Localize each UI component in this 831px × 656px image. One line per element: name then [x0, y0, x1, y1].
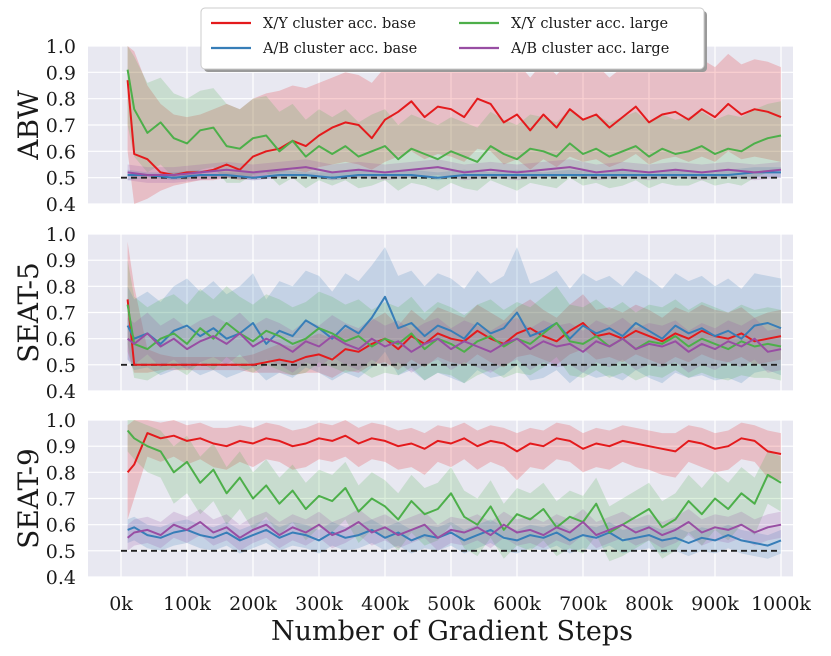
x-tick-label: 0k — [109, 593, 133, 615]
y-axis-label: SEAT-9 — [12, 448, 45, 549]
line-a-b-cluster-acc-large — [126, 332, 782, 353]
x-tick-labels: 0k 100k 200k 300k 400k 500k 600k 700k 800k 900k 10… — [109, 593, 811, 615]
y-tick-label: 0.7 — [46, 115, 76, 137]
line-x-y-cluster-acc-base — [126, 432, 782, 473]
x-tick-label: 300k — [295, 593, 343, 615]
band-x-y-cluster-acc-large — [127, 260, 782, 384]
band-x-y-cluster-acc-base — [127, 241, 782, 378]
y-tick-label: 0.6 — [46, 515, 76, 537]
line-a-b-cluster-acc-large — [127, 166, 782, 176]
legend-label: A/B cluster acc. base — [262, 41, 417, 57]
y-tick-label: 1.0 — [46, 410, 76, 432]
y-tick-label: 0.5 — [46, 168, 76, 190]
x-tick-label: 800k — [625, 593, 673, 615]
line-a-b-cluster-acc-large — [126, 521, 782, 539]
legend-label: X/Y cluster acc. base — [263, 16, 416, 32]
band-a-b-cluster-acc-large — [127, 312, 782, 373]
y-tick-label: 0.8 — [46, 276, 76, 298]
band-x-y-cluster-acc-large — [127, 46, 782, 191]
band-x-y-cluster-acc-base — [127, 46, 782, 204]
legend-label: X/Y cluster acc. large — [511, 16, 668, 32]
panels: 0.40.50.60.70.80.91.0ABW0.40.50.60.70.80… — [12, 36, 793, 589]
line-x-y-cluster-acc-large — [126, 429, 782, 534]
plot-area — [121, 46, 782, 204]
y-tick-label: 0.7 — [46, 303, 76, 325]
x-axis-label: Number of Gradient Steps — [271, 616, 633, 647]
x-tick-label: 400k — [361, 593, 409, 615]
line-a-b-cluster-acc-base — [127, 526, 782, 547]
line-x-y-cluster-acc-large — [126, 69, 782, 163]
legend-box — [200, 7, 705, 70]
line-x-y-cluster-acc-large — [126, 304, 782, 353]
line-a-b-cluster-acc-base — [126, 295, 782, 345]
legend: X/Y cluster acc. base A/B cluster acc. ba… — [200, 7, 707, 72]
x-tick-label: 700k — [559, 593, 607, 615]
y-tick-label: 0.8 — [46, 89, 76, 111]
legend-label: A/B cluster acc. large — [510, 41, 669, 57]
y-axis-label: SEAT-5 — [12, 262, 45, 363]
y-axis-label: ABW — [12, 90, 45, 161]
y-tick-label: 0.6 — [46, 329, 76, 351]
y-tick-label: 0.9 — [46, 250, 76, 272]
x-tick-label: 600k — [493, 593, 541, 615]
y-tick-label: 0.5 — [46, 541, 76, 563]
panel-abw: 0.4 0.5 0.6 0.7 0.8 0.9 1.0 ABW — [12, 36, 793, 216]
plot-area — [121, 241, 782, 384]
x-tick-label: 500k — [427, 593, 475, 615]
y-tick-label: 0.9 — [46, 436, 76, 458]
band-a-b-cluster-acc-base — [127, 247, 782, 384]
y-tick-label: 1.0 — [46, 36, 76, 58]
x-tick-label: 1000k — [751, 593, 811, 615]
x-axis: 0k 100k 200k 300k 400k 500k 600k 700k 800k 900k 10… — [109, 593, 811, 647]
y-tick-label: 0.4 — [46, 381, 76, 403]
y-tick-label: 1.0 — [46, 224, 76, 246]
x-tick-label: 900k — [691, 593, 739, 615]
y-tick-label: 0.4 — [46, 194, 76, 216]
x-tick-label: 100k — [163, 593, 211, 615]
plot-area — [121, 420, 782, 562]
line-a-b-cluster-acc-base — [127, 171, 781, 179]
y-tick-label: 0.5 — [46, 355, 76, 377]
y-tick-label: 0.7 — [46, 489, 76, 511]
line-x-y-cluster-acc-base — [126, 299, 782, 366]
y-tick-label: 0.4 — [46, 567, 76, 589]
y-tick-label: 0.9 — [46, 62, 76, 84]
y-tick-label: 0.8 — [46, 462, 76, 484]
line-x-y-cluster-acc-base — [126, 80, 782, 176]
y-tick-label: 0.6 — [46, 141, 76, 163]
x-tick-label: 200k — [229, 593, 277, 615]
